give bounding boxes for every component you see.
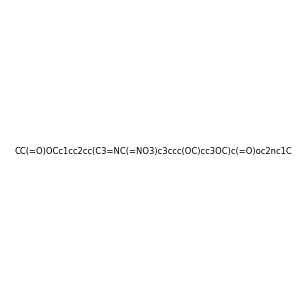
- Text: CC(=O)OCc1cc2cc(C3=NC(=NO3)c3ccc(OC)cc3OC)c(=O)oc2nc1C: CC(=O)OCc1cc2cc(C3=NC(=NO3)c3ccc(OC)cc3O…: [15, 147, 292, 156]
